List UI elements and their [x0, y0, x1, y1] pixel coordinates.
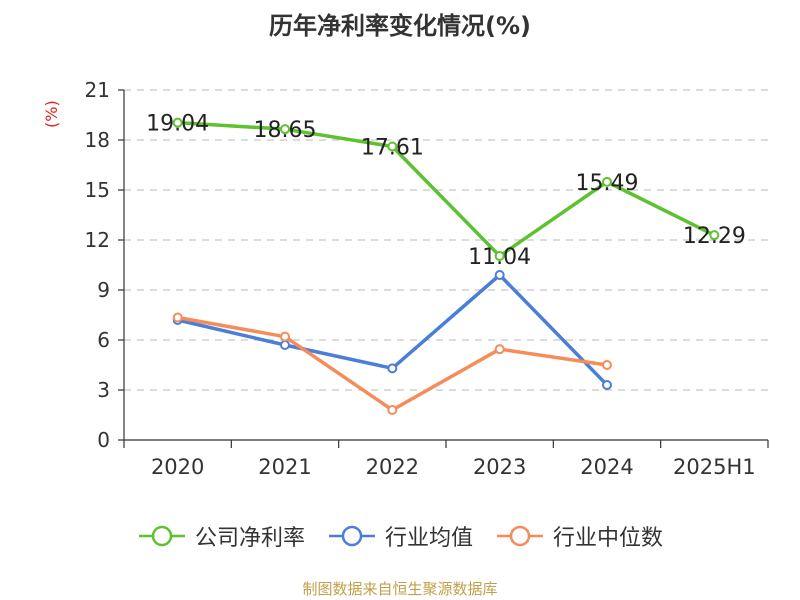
data-point — [494, 251, 505, 261]
x-tick-label: 2022 — [366, 455, 419, 479]
data-label: 11.04 — [468, 245, 531, 270]
legend-label: 公司净利率 — [194, 526, 305, 551]
data-label: 19.04 — [146, 112, 209, 137]
data-point — [280, 331, 290, 342]
legend-item-industry-mean[interactable]: 行业均值 — [327, 520, 473, 552]
data-label: 15.49 — [576, 171, 639, 196]
legend-item-industry-median[interactable]: 行业中位数 — [495, 520, 663, 552]
legend-marker-icon — [328, 525, 375, 547]
data-point — [387, 363, 398, 374]
x-tick-label: 2023 — [473, 455, 526, 479]
x-tick-label: 2021 — [258, 455, 311, 479]
data-point — [602, 176, 612, 187]
data-point — [494, 270, 505, 280]
legend: 公司净利率 行业均值 行业中位数 — [0, 518, 800, 554]
x-tick-label: 2025H1 — [673, 455, 756, 479]
data-point — [709, 230, 720, 241]
y-tick-label: 15 — [85, 178, 110, 202]
data-point — [602, 380, 612, 390]
data-source-note: 制图数据来自恒生聚源数据库 — [302, 580, 498, 598]
legend-label: 行业中位数 — [553, 526, 664, 551]
legend-label: 行业均值 — [384, 526, 473, 551]
x-tick-label: 2024 — [580, 455, 633, 479]
y-tick-label: 9 — [97, 278, 110, 302]
data-point — [387, 141, 398, 152]
data-point — [172, 117, 183, 128]
data-point — [172, 312, 183, 323]
legend-marker-icon — [497, 525, 543, 547]
y-tick-label: 6 — [97, 328, 110, 352]
data-label: 18.65 — [254, 118, 317, 143]
y-tick-label: 21 — [85, 78, 110, 102]
y-tick-label: 0 — [97, 428, 110, 452]
data-label: 12.29 — [683, 224, 746, 249]
x-tick-label: 2020 — [151, 455, 204, 479]
y-tick-label: 12 — [85, 228, 110, 252]
series-line — [177, 120, 716, 258]
y-tick-label: 18 — [85, 128, 110, 152]
data-point — [387, 405, 398, 415]
data-point — [280, 340, 290, 350]
data-label: 17.61 — [361, 136, 424, 161]
chart-title: 历年净利率变化情况(%) — [269, 12, 531, 40]
data-point — [602, 360, 612, 370]
data-point — [280, 124, 290, 135]
data-point — [494, 344, 505, 355]
y-tick-label: 3 — [97, 378, 110, 402]
legend-item-company[interactable]: 公司净利率 — [137, 520, 305, 552]
legend-marker-icon — [138, 525, 185, 547]
